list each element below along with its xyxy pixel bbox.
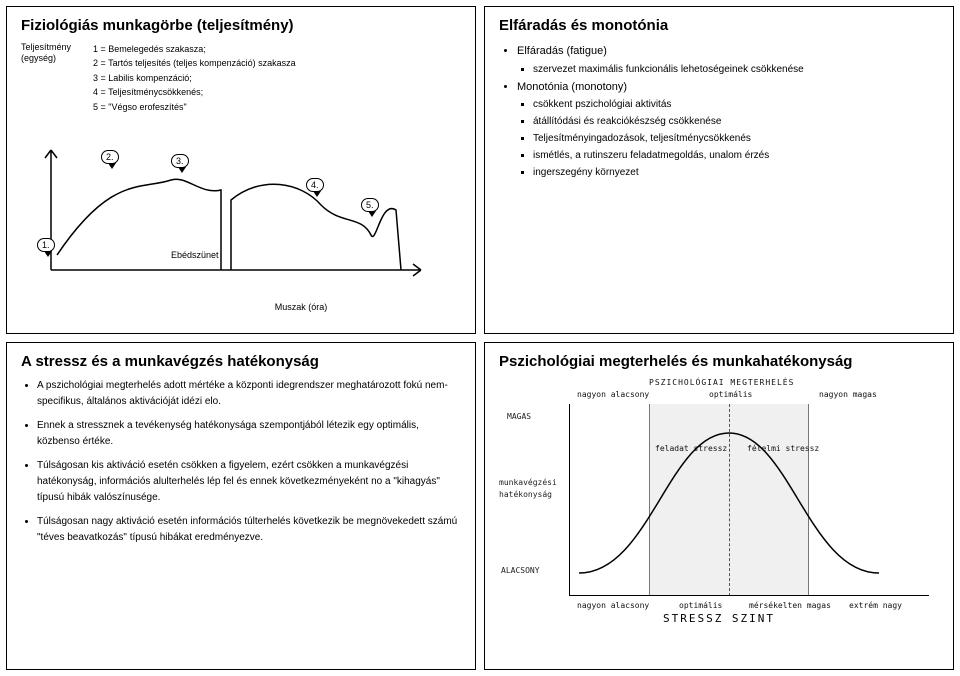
x-tick: extrém nagy <box>849 601 902 610</box>
legend-item: 4 = Teljesítménycsökkenés; <box>93 85 296 99</box>
x-tick: mérsékelten magas <box>749 601 831 610</box>
x-tick: optimális <box>679 601 722 610</box>
panel-title: Fiziológiás munkagörbe (teljesítmény) <box>21 17 461 34</box>
callout-2: 2. <box>101 150 119 164</box>
legend-item: 3 = Labilis kompenzáció; <box>93 71 296 85</box>
callout-1: 1. <box>37 238 55 252</box>
bullet-item: átállítódási és reakciókészség csökkenés… <box>533 113 939 130</box>
panel-fatigue-monotony: Elfáradás és monotónia Elfáradás (fatigu… <box>484 6 954 334</box>
panel-stress-efficiency: A stressz és a munkavégzés hatékonyság A… <box>6 342 476 670</box>
bell-chart: PSZICHOLÓGIAI MEGTERHELÉS nagyon alacson… <box>499 378 939 608</box>
callout-4: 4. <box>306 178 324 192</box>
legend-item: 1 = Bemelegedés szakasza; <box>93 42 296 56</box>
paragraph: Túlságosan nagy aktiváció esetén informá… <box>37 514 461 546</box>
bullet-level2: csökkent pszichológiai aktivitás átállít… <box>533 96 939 181</box>
bell-path <box>579 433 879 573</box>
bullet-monotony: Monotónia (monotony) <box>517 78 939 97</box>
paragraph: Ennek a stressznek a tevékenység hatékon… <box>37 418 461 450</box>
bullet-level1: Monotónia (monotony) <box>517 78 939 97</box>
bullet-item: csökkent pszichológiai aktivitás <box>533 96 939 113</box>
bullet-item: ismétlés, a rutinszeru feladatmegoldás, … <box>533 147 939 164</box>
y-axis-label-1: Teljesítmény <box>21 42 83 53</box>
bullet-fatigue: Elfáradás (fatigue) <box>517 42 939 61</box>
panel-title: A stressz és a munkavégzés hatékonyság <box>21 353 461 370</box>
work-curve-path <box>45 150 421 276</box>
panel-psych-load-efficiency: Pszichológiai megterhelés és munkahatéko… <box>484 342 954 670</box>
bullet-item: ingerszegény környezet <box>533 164 939 181</box>
work-curve-chart: 1. 2. 3. 4. 5. Ebédszünet <box>21 120 461 300</box>
callout-5: 5. <box>361 198 379 212</box>
y-axis-label-2: (egység) <box>21 53 83 64</box>
panel-title: Pszichológiai megterhelés és munkahatéko… <box>499 353 939 370</box>
bullet-item: szervezet maximális funkcionális lehetos… <box>533 61 939 78</box>
legend-item: 5 = "Végso erofeszítés" <box>93 100 296 114</box>
legend-list: 1 = Bemelegedés szakasza; 2 = Tartós tel… <box>93 42 296 114</box>
panel-work-curve: Fiziológiás munkagörbe (teljesítmény) Te… <box>6 6 476 334</box>
panel-title: Elfáradás és monotónia <box>499 17 939 34</box>
paragraph: A pszichológiai megterhelés adott mérték… <box>37 378 461 410</box>
legend-item: 2 = Tartós teljesítés (teljes kompenzáci… <box>93 56 296 70</box>
x-axis-label: Muszak (óra) <box>141 302 461 312</box>
paragraph-list: A pszichológiai megterhelés adott mérték… <box>37 378 461 546</box>
bullet-level1: Elfáradás (fatigue) <box>517 42 939 61</box>
paragraph: Túlságosan kis aktiváció esetén csökken … <box>37 458 461 506</box>
callout-3: 3. <box>171 154 189 168</box>
x-tick: nagyon alacsony <box>577 601 649 610</box>
lunch-label: Ebédszünet <box>171 250 219 260</box>
bell-svg <box>499 378 919 608</box>
x-axis-title: STRESSZ SZINT <box>499 612 939 625</box>
bullet-level2: szervezet maximális funkcionális lehetos… <box>533 61 939 78</box>
bullet-item: Teljesítményingadozások, teljesítménycsö… <box>533 130 939 147</box>
y-axis-label-block: Teljesítmény (egység) <box>21 42 83 114</box>
